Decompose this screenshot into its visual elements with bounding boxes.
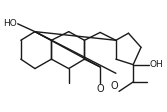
Text: O: O: [96, 84, 104, 94]
Text: O: O: [110, 81, 118, 91]
Text: OH: OH: [150, 60, 163, 69]
Text: HO: HO: [3, 19, 17, 28]
